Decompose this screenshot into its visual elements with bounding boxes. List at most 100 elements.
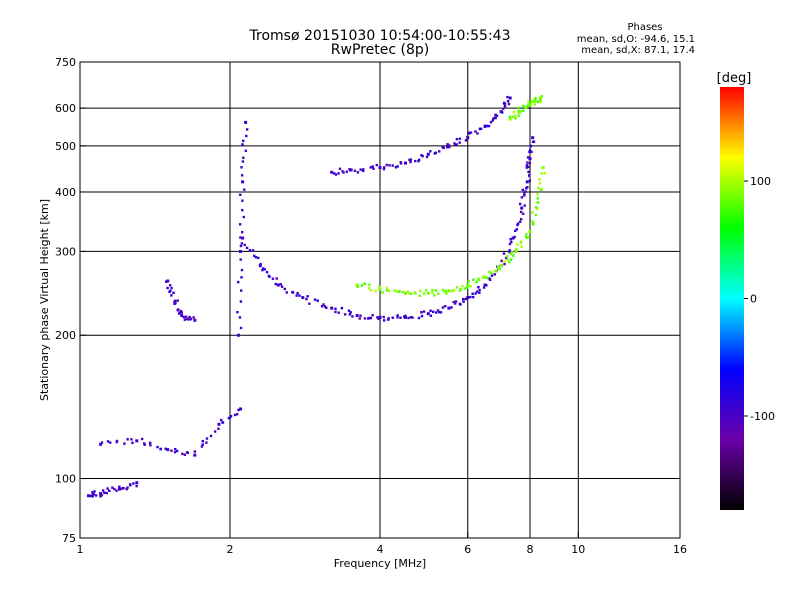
echo-point-o <box>510 240 513 244</box>
echo-point-o <box>170 294 173 297</box>
echo-point-o <box>523 204 526 207</box>
echo-point-o <box>164 447 167 451</box>
echo-point-x <box>536 201 540 205</box>
echo-point-x <box>431 291 434 294</box>
echo-point-o <box>453 302 457 305</box>
echo-point-x <box>431 288 434 292</box>
echo-point-x <box>508 115 512 119</box>
echo-point-o <box>429 314 433 317</box>
echo-point-o <box>526 156 530 159</box>
echo-point-x <box>538 182 542 185</box>
echo-point-o <box>181 452 184 456</box>
echo-point-o <box>342 171 345 174</box>
echo-point-o <box>126 438 129 441</box>
echo-point-o <box>466 136 470 140</box>
echo-point-x <box>434 289 438 292</box>
echo-point-o <box>439 311 443 314</box>
echo-point-o <box>378 166 382 170</box>
echo-point-o <box>437 150 441 153</box>
echo-point-x <box>540 172 543 175</box>
echo-point-o <box>178 312 181 315</box>
echo-point-o <box>108 489 111 493</box>
echo-point-o <box>501 111 504 114</box>
echo-point-o <box>205 437 209 440</box>
echo-point-o <box>529 145 532 148</box>
echo-point-o <box>148 441 152 445</box>
echo-point-o <box>275 277 278 280</box>
echo-point-x <box>401 290 405 294</box>
echo-point-o <box>523 192 526 195</box>
echo-point-o <box>525 164 529 167</box>
echo-point-o <box>382 166 386 169</box>
echo-point-x <box>522 109 525 112</box>
title-block: Tromsø 20151030 10:54:00-10:55:43 RwPret… <box>249 28 511 58</box>
echo-point-o <box>444 304 447 308</box>
echo-point-x <box>514 117 517 120</box>
echo-point-o <box>353 169 357 172</box>
echo-point-o <box>179 309 183 313</box>
echo-point-o <box>313 298 317 301</box>
echo-point-o <box>446 145 449 149</box>
echo-point-o <box>176 299 179 302</box>
echo-point-o <box>494 113 497 117</box>
echo-point-x <box>535 207 539 211</box>
echo-point-o <box>532 140 536 143</box>
echo-point-o <box>241 180 245 184</box>
echo-point-o <box>337 172 340 175</box>
echo-point-o <box>420 311 423 314</box>
echo-point-x <box>475 280 479 284</box>
echo-point-o <box>387 318 390 321</box>
grid-lines <box>80 62 680 538</box>
echo-point-x <box>418 294 421 297</box>
echo-point-x <box>541 166 545 170</box>
echo-point-o <box>478 288 481 292</box>
colorbar-gradient <box>720 87 744 510</box>
echo-point-x <box>385 286 389 290</box>
x-tick-label: 6 <box>464 543 471 556</box>
echo-point-x <box>374 289 377 293</box>
echo-point-o <box>348 313 352 316</box>
echo-point-o <box>258 264 262 268</box>
echo-point-o <box>524 190 527 193</box>
echo-point-o <box>388 164 391 167</box>
echo-point-o <box>132 482 135 485</box>
echo-point-o <box>168 284 172 287</box>
echo-point-o <box>184 315 188 318</box>
y-tick-label: 200 <box>55 329 76 342</box>
y-tick-label: 400 <box>55 186 76 199</box>
echo-point-x <box>534 206 538 209</box>
echo-point-x <box>527 103 530 106</box>
echo-point-o <box>170 286 173 290</box>
echo-point-o <box>242 139 245 143</box>
echo-point-o <box>506 95 509 99</box>
echo-point-o <box>495 114 499 117</box>
echo-point-o <box>242 156 245 160</box>
echo-point-x <box>543 171 547 175</box>
echo-point-x <box>381 291 384 294</box>
echo-point-o <box>108 441 112 444</box>
echo-point-x <box>445 292 448 295</box>
echo-point-o <box>241 236 245 240</box>
echo-point-o <box>245 134 248 138</box>
echo-point-o <box>399 316 402 319</box>
colorbar-ticks: 100 0 -100 <box>744 175 775 423</box>
echo-point-o <box>118 485 121 488</box>
echo-point-o <box>189 318 192 321</box>
echo-point-o <box>489 120 493 124</box>
echo-point-x <box>510 251 514 254</box>
echo-point-o <box>330 170 334 174</box>
echo-point-x <box>497 267 500 270</box>
echo-point-o <box>421 154 424 158</box>
echo-point-x <box>387 289 391 293</box>
echo-point-o <box>106 440 110 443</box>
echo-point-o <box>518 202 522 206</box>
echo-point-x <box>519 240 523 243</box>
echo-point-o <box>175 449 179 453</box>
echo-point-x <box>511 115 515 119</box>
echo-point-o <box>236 413 239 416</box>
echo-point-o <box>188 315 191 319</box>
echo-point-o <box>528 179 532 183</box>
echo-point-o <box>523 194 526 197</box>
echo-point-o <box>115 489 118 492</box>
phase-stats-o: mean, sd,O: -94.6, 15.1 <box>577 34 695 45</box>
